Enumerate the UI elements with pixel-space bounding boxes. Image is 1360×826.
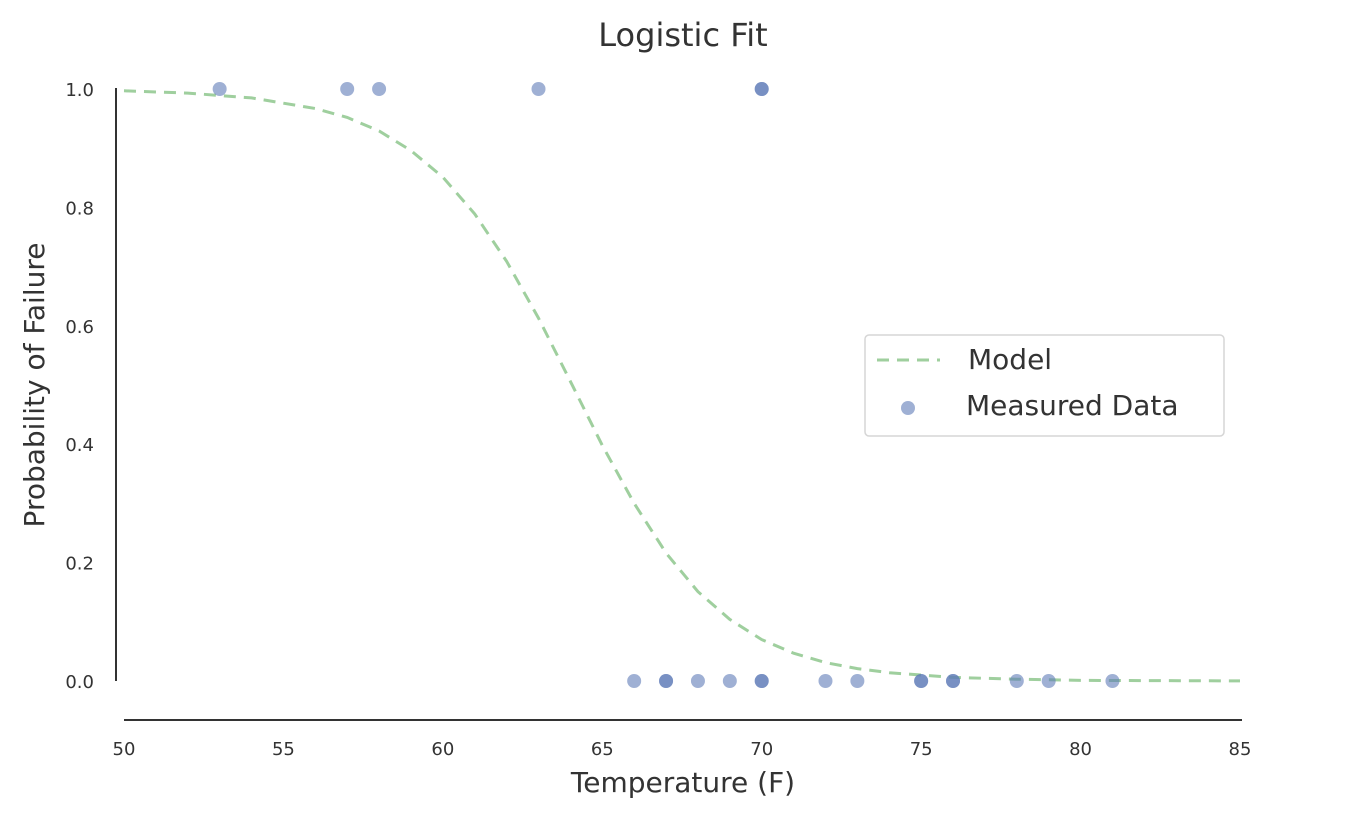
data-point — [722, 674, 737, 688]
x-tick-label: 70 — [750, 739, 773, 760]
x-tick-label: 60 — [431, 739, 454, 760]
legend-measured-label: Measured Data — [966, 389, 1179, 422]
x-tick-label: 75 — [910, 739, 933, 760]
data-point — [690, 674, 705, 688]
x-tick-labels: 50 55 60 65 70 75 80 85 — [113, 739, 1252, 760]
data-point — [659, 674, 674, 688]
data-point — [1041, 674, 1056, 688]
y-tick-label: 1.0 — [65, 80, 94, 101]
data-point — [1105, 674, 1120, 688]
legend-box — [864, 334, 1225, 437]
x-tick-label: 80 — [1069, 739, 1092, 760]
data-point — [627, 674, 642, 688]
x-tick-label: 50 — [113, 739, 136, 760]
data-point — [212, 82, 227, 96]
x-axis-label: Temperature (F) — [570, 766, 795, 799]
data-point — [914, 674, 929, 688]
measured-data-points — [212, 82, 1120, 688]
data-point — [818, 674, 833, 688]
y-tick-label: 0.2 — [65, 554, 94, 575]
legend: Model Measured Data — [864, 334, 1225, 437]
y-axis-label: Probability of Failure — [18, 243, 51, 528]
data-point — [754, 674, 769, 688]
data-point — [754, 82, 769, 96]
legend-model-label: Model — [968, 343, 1052, 376]
data-point — [1009, 674, 1024, 688]
data-point — [372, 82, 387, 96]
chart-title: Logistic Fit — [598, 16, 767, 54]
y-tick-label: 0.6 — [65, 317, 94, 338]
data-point — [946, 674, 961, 688]
data-point — [850, 674, 865, 688]
data-point — [531, 82, 546, 96]
x-tick-label: 85 — [1229, 739, 1252, 760]
y-tick-label: 0.8 — [65, 198, 94, 219]
x-tick-label: 65 — [591, 739, 614, 760]
x-tick-label: 55 — [272, 739, 295, 760]
y-tick-labels: 0.0 0.2 0.4 0.6 0.8 1.0 — [65, 80, 94, 693]
model-curve — [123, 89, 1241, 683]
y-tick-label: 0.0 — [65, 672, 94, 693]
data-point — [340, 82, 355, 96]
legend-measured-swatch — [901, 401, 915, 415]
y-tick-label: 0.4 — [65, 435, 94, 456]
